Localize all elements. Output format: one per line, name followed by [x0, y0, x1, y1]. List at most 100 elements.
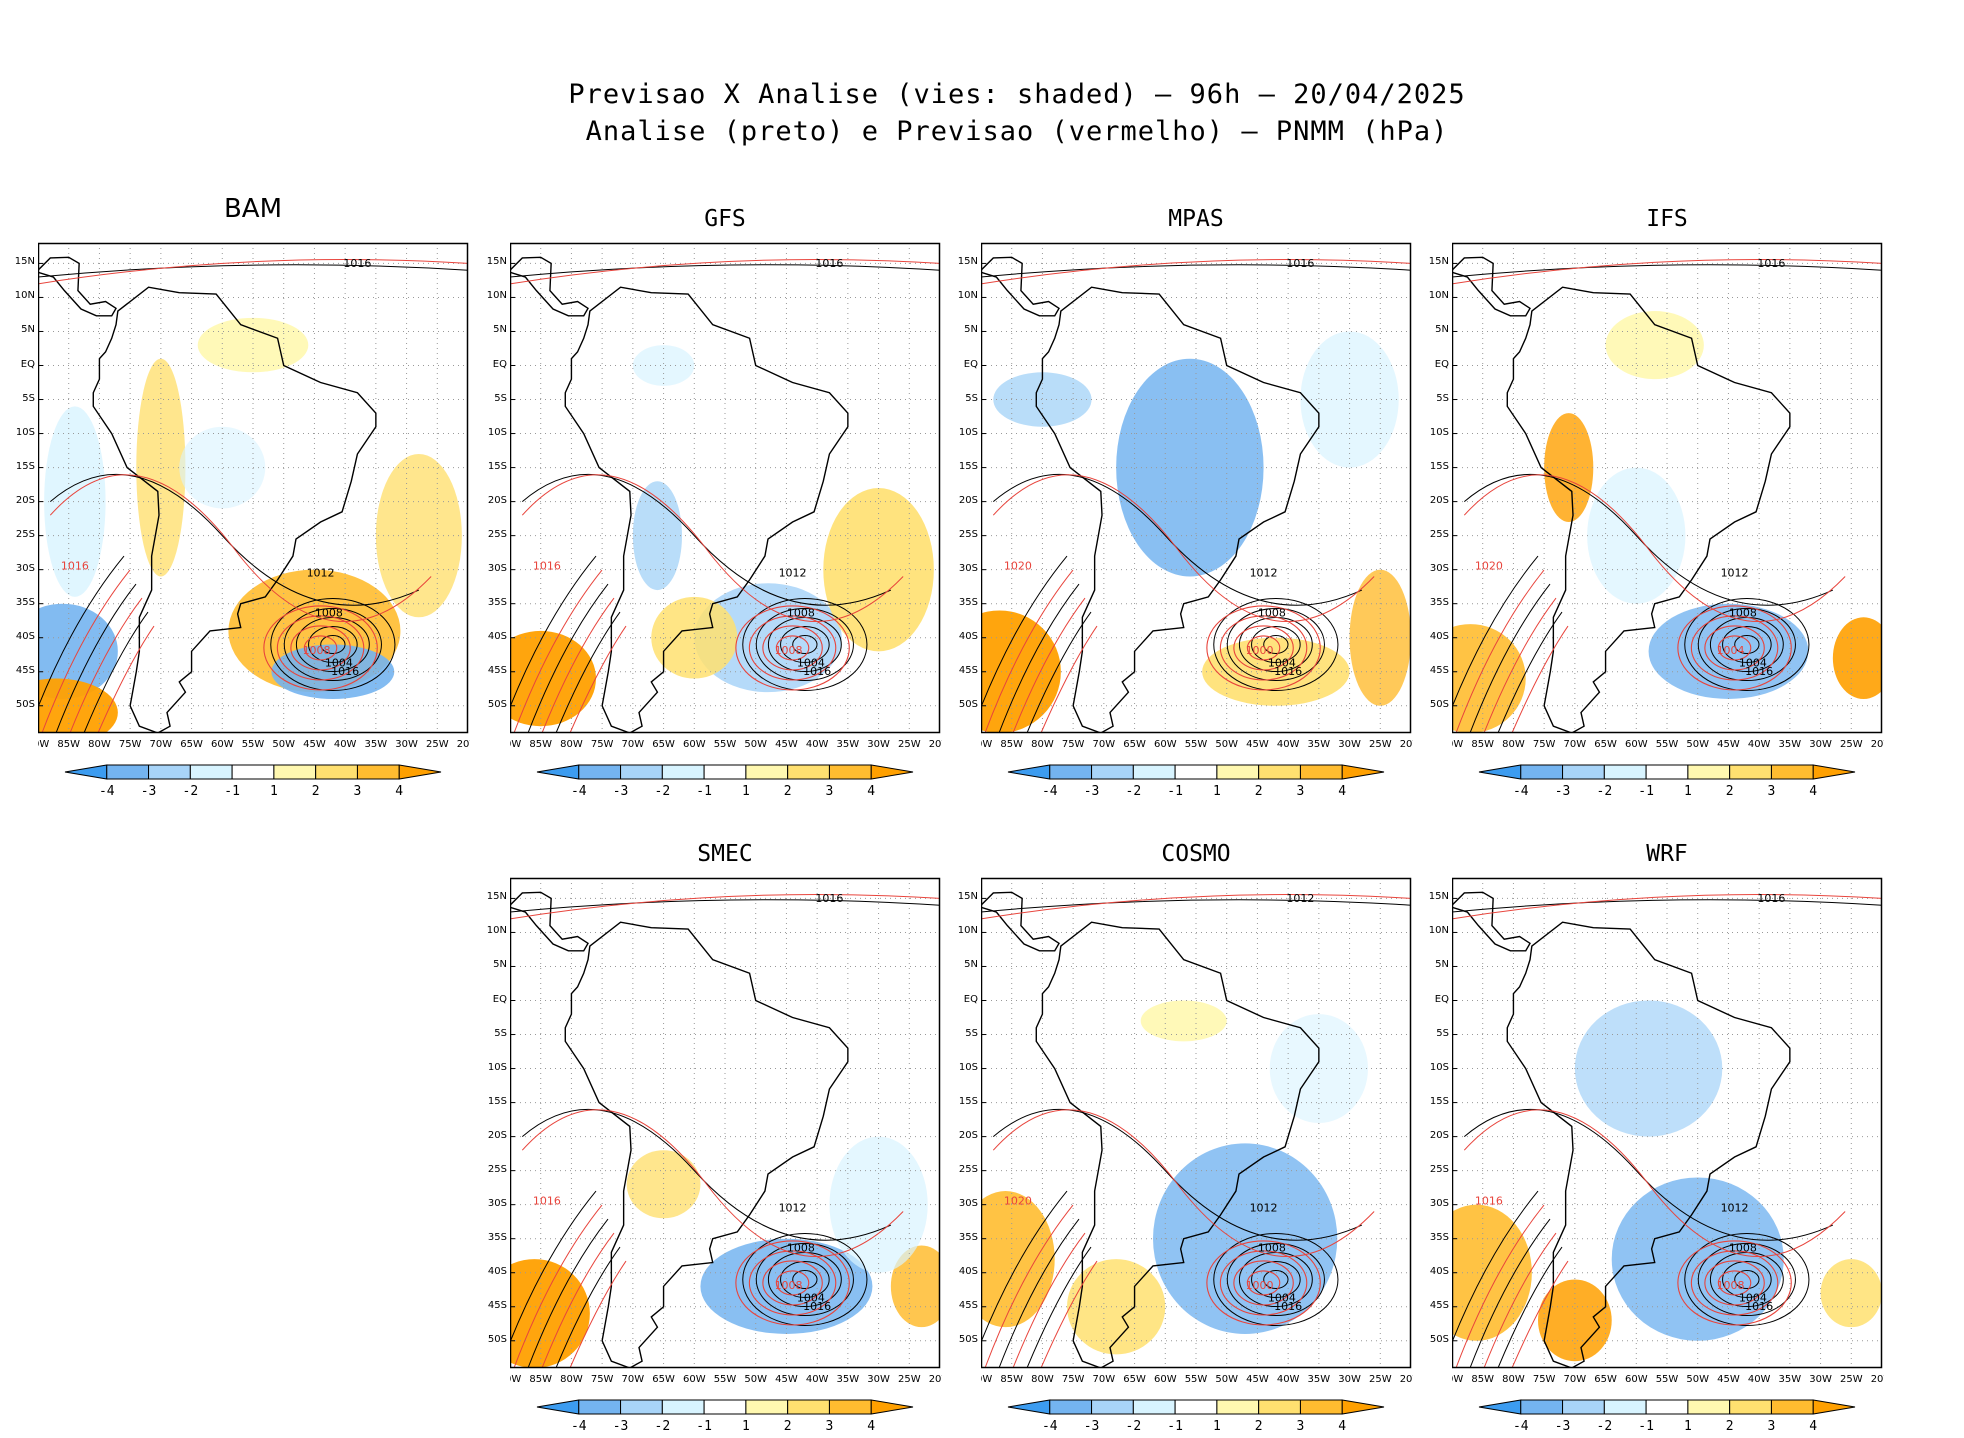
analysis-isobar — [283, 608, 382, 682]
analysis-isobar — [1213, 598, 1339, 692]
lon-tick-label: 75W — [591, 739, 614, 750]
lon-tick-label: 50W — [1215, 739, 1238, 750]
bias-patch — [1153, 1143, 1338, 1334]
lon-tick-label: 70W — [150, 739, 173, 750]
lat-tick-label: 5N — [21, 324, 35, 336]
bias-patch — [993, 372, 1092, 427]
forecast-isobar — [1690, 615, 1779, 681]
forecast-isobar — [510, 894, 940, 920]
bias-patch — [651, 596, 738, 679]
lat-tick-label: 5S — [1436, 392, 1449, 404]
panel-title: WRF — [1646, 841, 1688, 867]
forecast-isobar — [1463, 1109, 1846, 1257]
bias-patch — [981, 1191, 1055, 1328]
pressure-contours — [1452, 894, 1882, 1368]
lon-tick-label: 75W — [1062, 1374, 1085, 1385]
pacific-high-isobar — [1497, 611, 1563, 733]
colorbar-tick-label: 2 — [784, 1419, 792, 1434]
lon-tick-label: 55W — [1185, 1374, 1208, 1385]
lat-tick-label: 50S — [958, 698, 978, 710]
bias-patch — [890, 1245, 940, 1328]
colorbar-tick-label: -3 — [1084, 1419, 1100, 1434]
lat-tick-label: 20S — [487, 1129, 507, 1141]
bias-patch — [1605, 311, 1704, 380]
analysis-isobar — [755, 608, 854, 682]
lat-tick-label: 45S — [487, 664, 507, 676]
forecast-isobar — [1219, 1250, 1308, 1316]
colorbar-tick-label: 1 — [742, 1419, 750, 1434]
south-atlantic-isobar-label: 1016 — [1745, 665, 1773, 678]
colorbar: -4 -3 -2 -1 1 2 3 4 — [1478, 764, 1856, 799]
lat-tick-label: 20S — [15, 494, 35, 506]
lat-tick-label: 15S — [958, 1095, 978, 1107]
lat-tick-label: 45S — [487, 1299, 507, 1311]
analysis-isobar — [1734, 635, 1760, 655]
lon-tick-label: 60W — [1625, 739, 1648, 750]
lon-tick-label: 45W — [1246, 1374, 1269, 1385]
colorbar-tick-label: 1 — [1684, 784, 1692, 799]
coastline-south-america — [92, 286, 377, 733]
colorbar-tick-label: -4 — [1513, 784, 1529, 799]
lon-tick-label: 45W — [1717, 739, 1740, 750]
pacific-high-isobar — [555, 611, 621, 733]
colorbar-tick-label: -4 — [1513, 1419, 1529, 1434]
lon-tick-label: 20W — [929, 739, 942, 750]
pacific-high-isobar — [527, 1218, 609, 1368]
lat-tick-label: 10S — [487, 1061, 507, 1073]
bias-patch — [694, 583, 842, 693]
graticule — [981, 243, 1411, 733]
colorbar-tick-label: -4 — [571, 784, 587, 799]
lon-tick-label: 90W — [1452, 1374, 1463, 1385]
analysis-isobar — [780, 1261, 830, 1299]
analysis-isobar — [1463, 473, 1834, 606]
analysis-isobar — [742, 1233, 868, 1327]
lon-tick-label: 25W — [1840, 739, 1863, 750]
lon-tick-label: 25W — [1369, 739, 1392, 750]
colorbar-swatch — [1520, 1399, 1564, 1415]
colorbar-tick-label: 1 — [1213, 1419, 1221, 1434]
colorbar-swatch — [1603, 764, 1647, 780]
pacific-isobar-label: 1016 — [533, 1195, 561, 1208]
lat-tick-label: 35S — [487, 1231, 507, 1243]
axis-labels: 90W 85W 80W 75W 70W 65W 60W 55W 50W 45W 40W 35W 30W 2… — [1452, 262, 1884, 750]
forecast-isobar — [276, 615, 365, 681]
lon-tick-label: 55W — [1185, 739, 1208, 750]
south-atlantic-isobar-label: 1016 — [803, 1300, 831, 1313]
analysis-isobar — [1722, 1261, 1772, 1299]
lat-tick-label: 50S — [958, 1333, 978, 1345]
colorbar-swatch — [661, 1399, 705, 1415]
bias-shading — [1452, 1000, 1882, 1362]
lon-tick-label: 85W — [1471, 1374, 1494, 1385]
lat-tick-label: 40S — [487, 1265, 507, 1277]
colorbar-swatch — [620, 1399, 663, 1415]
colorbar-swatch — [1049, 764, 1093, 780]
south-atlantic-isobar-label: 1016 — [331, 665, 359, 678]
analysis-isobar — [38, 264, 468, 278]
lon-tick-label: 70W — [1093, 739, 1116, 750]
colorbar-swatch — [1091, 1399, 1134, 1415]
lat-tick-label: 45S — [958, 664, 978, 676]
lat-tick-label: 40S — [1429, 630, 1449, 642]
bias-patch — [510, 1259, 590, 1368]
forecast-isobar — [748, 1250, 837, 1316]
bias-patch — [1349, 569, 1411, 706]
colorbar-swatch — [1729, 764, 1772, 780]
lon-tick-label: 70W — [1564, 739, 1587, 750]
axis-labels: 90W 85W 80W 75W 70W 65W 60W 55W 50W 45W 40W 35W 30W 2… — [510, 262, 942, 750]
colorbar-tick-label: 3 — [1297, 784, 1305, 799]
lon-tick-label: 50W — [1686, 1374, 1709, 1385]
lon-tick-label: 55W — [242, 739, 265, 750]
lat-tick-label: 15N — [1428, 891, 1449, 903]
lon-tick-label: 30W — [1338, 739, 1361, 750]
lon-tick-label: 60W — [1154, 1374, 1177, 1385]
coastline-south-america — [1506, 921, 1791, 1368]
colorbar-arrow-right — [870, 1399, 914, 1415]
colorbar-arrow-left — [536, 1399, 580, 1415]
analysis-isobar — [755, 1243, 854, 1317]
lon-tick-label: 40W — [334, 739, 357, 750]
coastline-central-america — [510, 256, 589, 317]
bias-patch — [136, 358, 186, 577]
low-center-analysis-label: 1004 — [797, 1292, 825, 1305]
colorbar-swatch — [745, 764, 789, 780]
map-frame — [1452, 242, 1883, 734]
